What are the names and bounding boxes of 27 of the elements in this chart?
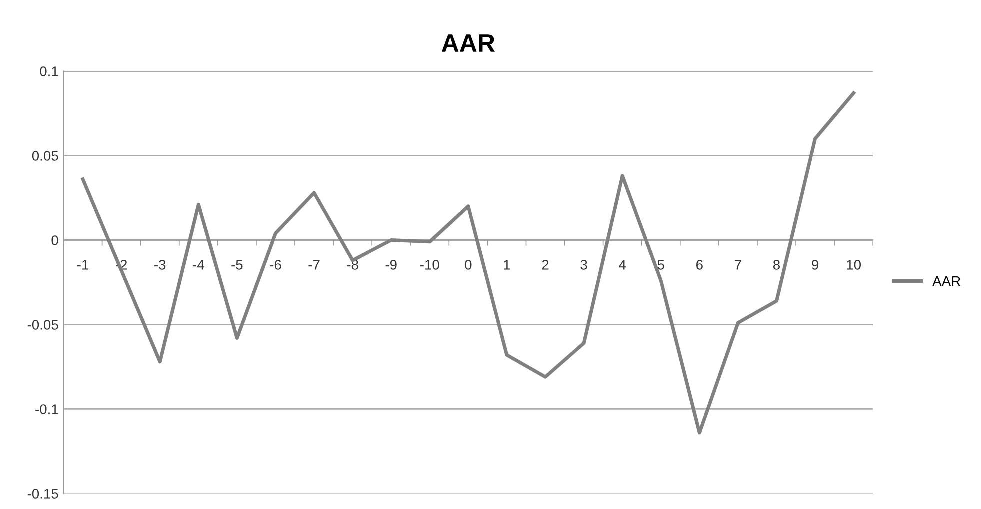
- x-tick-label: 0: [465, 260, 472, 270]
- x-tick-label: 6: [696, 260, 703, 270]
- x-tick-label: 4: [619, 260, 626, 270]
- x-tick-label: 1: [504, 260, 510, 270]
- x-tick-label: -1: [77, 260, 89, 270]
- x-tick-label: -9: [386, 260, 397, 270]
- x-tick-label: -7: [308, 260, 320, 270]
- x-tick-label: 5: [658, 260, 664, 270]
- y-tick-label: 0.05: [32, 151, 58, 161]
- x-tick-label: 8: [773, 260, 780, 270]
- x-tick-label: -4: [193, 260, 204, 270]
- chart-title: AAR: [442, 34, 495, 52]
- y-tick-label: -0.1: [36, 404, 58, 414]
- x-tick-label: -10: [420, 260, 440, 270]
- x-tick-label: -6: [270, 260, 282, 270]
- y-tick-label: -0.05: [28, 320, 58, 330]
- y-tick-label: -0.15: [28, 489, 58, 499]
- x-tick-label: 10: [847, 260, 861, 270]
- x-tick-label: -5: [232, 260, 243, 270]
- x-tick-label: 7: [735, 260, 742, 270]
- x-tick-label: 3: [580, 260, 588, 270]
- x-tick-label: -3: [154, 260, 166, 270]
- legend-label: AAR: [932, 276, 960, 286]
- y-tick-label: 0.1: [40, 66, 58, 76]
- y-tick-label: 0: [52, 236, 58, 246]
- x-tick-label: 9: [812, 260, 818, 270]
- x-tick-label: 2: [542, 260, 549, 270]
